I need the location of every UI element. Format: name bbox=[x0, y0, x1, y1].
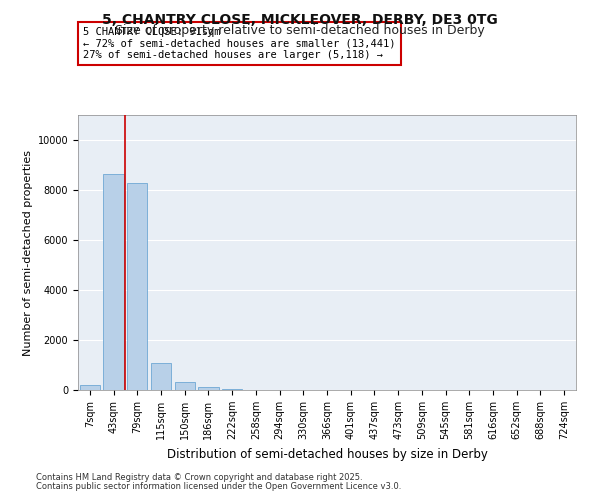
Bar bbox=[103, 174, 124, 390]
Text: 5, CHANTRY CLOSE, MICKLEOVER, DERBY, DE3 0TG: 5, CHANTRY CLOSE, MICKLEOVER, DERBY, DE3… bbox=[102, 12, 498, 26]
Bar bbox=[127, 182, 148, 390]
Bar bbox=[175, 382, 195, 390]
Text: 5 CHANTRY CLOSE: 91sqm
← 72% of semi-detached houses are smaller (13,441)
27% of: 5 CHANTRY CLOSE: 91sqm ← 72% of semi-det… bbox=[83, 27, 395, 60]
Bar bbox=[222, 388, 242, 390]
Text: Size of property relative to semi-detached houses in Derby: Size of property relative to semi-detach… bbox=[115, 24, 485, 37]
X-axis label: Distribution of semi-detached houses by size in Derby: Distribution of semi-detached houses by … bbox=[167, 448, 487, 460]
Text: Contains HM Land Registry data © Crown copyright and database right 2025.: Contains HM Land Registry data © Crown c… bbox=[36, 474, 362, 482]
Text: Contains public sector information licensed under the Open Government Licence v3: Contains public sector information licen… bbox=[36, 482, 401, 491]
Y-axis label: Number of semi-detached properties: Number of semi-detached properties bbox=[23, 150, 34, 356]
Bar bbox=[80, 385, 100, 390]
Bar bbox=[199, 387, 218, 390]
Bar bbox=[151, 362, 171, 390]
